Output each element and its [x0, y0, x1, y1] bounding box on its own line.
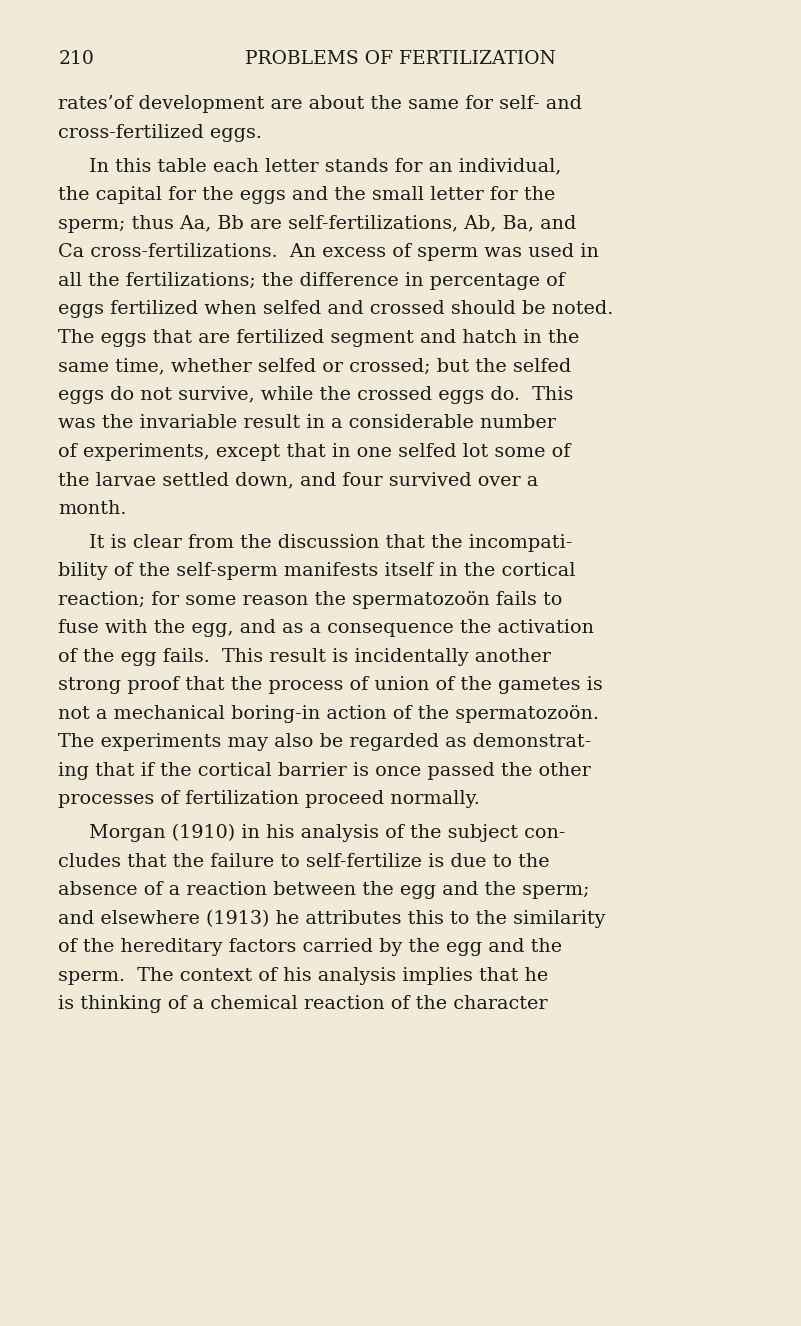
Text: eggs fertilized when selfed and crossed should be noted.: eggs fertilized when selfed and crossed …	[58, 300, 614, 318]
Text: fuse with the egg, and as a consequence the activation: fuse with the egg, and as a consequence …	[58, 619, 594, 638]
Text: sperm.  The context of his analysis implies that he: sperm. The context of his analysis impli…	[58, 967, 549, 985]
Text: Morgan (1910) in his analysis of the subject con-: Morgan (1910) in his analysis of the sub…	[89, 823, 566, 842]
Text: was the invariable result in a considerable number: was the invariable result in a considera…	[58, 414, 557, 432]
Text: the capital for the eggs and the small letter for the: the capital for the eggs and the small l…	[58, 186, 556, 204]
Text: Ca cross-fertilizations.  An excess of sperm was used in: Ca cross-fertilizations. An excess of sp…	[58, 243, 599, 261]
Text: In this table each letter stands for an individual,: In this table each letter stands for an …	[89, 158, 562, 176]
Text: rates’of development are about the same for self- and: rates’of development are about the same …	[58, 95, 582, 114]
Text: It is clear from the discussion that the incompati-: It is clear from the discussion that the…	[89, 533, 572, 552]
Text: cludes that the failure to self-fertilize is due to the: cludes that the failure to self-fertiliz…	[58, 853, 550, 871]
Text: and elsewhere (1913) he attributes this to the similarity: and elsewhere (1913) he attributes this …	[58, 910, 606, 928]
Text: The experiments may also be regarded as demonstrat-: The experiments may also be regarded as …	[58, 733, 592, 752]
Text: PROBLEMS OF FERTILIZATION: PROBLEMS OF FERTILIZATION	[245, 50, 556, 69]
Text: reaction; for some reason the spermatozoön fails to: reaction; for some reason the spermatozo…	[58, 590, 563, 609]
Text: 210: 210	[58, 50, 95, 69]
Text: ing that if the cortical barrier is once passed the other: ing that if the cortical barrier is once…	[58, 761, 591, 780]
Text: absence of a reaction between the egg and the sperm;: absence of a reaction between the egg an…	[58, 880, 590, 899]
Text: sperm; thus Aa, Bb are self-fertilizations, Ab, Ba, and: sperm; thus Aa, Bb are self-fertilizatio…	[58, 215, 577, 233]
Text: the larvae settled down, and four survived over a: the larvae settled down, and four surviv…	[58, 471, 539, 489]
Text: same time, whether selfed or crossed; but the selfed: same time, whether selfed or crossed; bu…	[58, 357, 572, 375]
Text: processes of fertilization proceed normally.: processes of fertilization proceed norma…	[58, 790, 481, 809]
Text: cross-fertilized eggs.: cross-fertilized eggs.	[58, 123, 263, 142]
Text: is thinking of a chemical reaction of the character: is thinking of a chemical reaction of th…	[58, 994, 548, 1013]
Text: of the egg fails.  This result is incidentally another: of the egg fails. This result is inciden…	[58, 647, 551, 666]
Text: of the hereditary factors carried by the egg and the: of the hereditary factors carried by the…	[58, 937, 562, 956]
Text: The eggs that are fertilized segment and hatch in the: The eggs that are fertilized segment and…	[58, 329, 580, 347]
Text: of experiments, except that in one selfed lot some of: of experiments, except that in one selfe…	[58, 443, 571, 461]
Text: all the fertilizations; the difference in percentage of: all the fertilizations; the difference i…	[58, 272, 566, 290]
Text: eggs do not survive, while the crossed eggs do.  This: eggs do not survive, while the crossed e…	[58, 386, 574, 404]
Text: bility of the self-sperm manifests itself in the cortical: bility of the self-sperm manifests itsel…	[58, 562, 576, 581]
Text: strong proof that the process of union of the gametes is: strong proof that the process of union o…	[58, 676, 603, 695]
Text: not a mechanical boring-in action of the spermatozoön.: not a mechanical boring-in action of the…	[58, 704, 599, 723]
Text: month.: month.	[58, 500, 127, 518]
